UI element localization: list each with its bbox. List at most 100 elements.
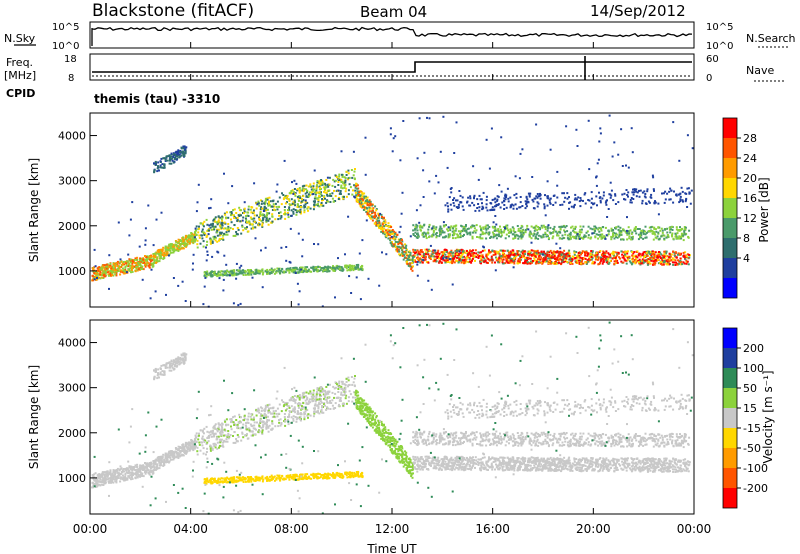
power-cell (629, 229, 632, 232)
power-cell (524, 231, 527, 234)
power-cell (316, 184, 318, 187)
power-cell (248, 220, 250, 223)
power-cell (205, 244, 208, 246)
power-cell (235, 273, 238, 276)
power-cell (505, 224, 508, 227)
power-cell (599, 235, 601, 238)
power-cell (481, 232, 484, 235)
power-cell (571, 262, 574, 265)
power-cell (512, 251, 515, 254)
power-cell (546, 195, 549, 198)
power-cell (187, 241, 189, 243)
power-cell (675, 256, 678, 259)
power-cell (613, 232, 616, 235)
power-cell (266, 198, 269, 201)
power-cell (218, 216, 221, 219)
power-cell (561, 237, 564, 240)
power-cell (225, 211, 228, 214)
power-cell (620, 233, 623, 236)
power-cell (548, 251, 551, 254)
power-cell (296, 268, 299, 271)
power-cell (419, 257, 421, 260)
power-cell (363, 207, 366, 210)
power-cell (649, 251, 652, 254)
power-cell (522, 233, 525, 236)
power-cell (542, 250, 545, 253)
power-cell (680, 237, 683, 240)
power-cell (240, 209, 242, 212)
power-cell (112, 270, 115, 273)
power-cell (441, 251, 444, 254)
power-cell (575, 237, 578, 240)
power-cell (632, 252, 635, 255)
power-cell (521, 205, 524, 207)
power-cell (497, 261, 500, 264)
power-cell (223, 221, 226, 224)
power-cell (650, 252, 653, 255)
power-cell (141, 260, 144, 263)
power-cell (278, 205, 280, 208)
power-cell (227, 225, 230, 228)
power-cell (540, 261, 543, 264)
power-cell (395, 249, 398, 252)
power-cell (139, 263, 142, 266)
power-cell (316, 180, 319, 183)
power-cell (616, 252, 619, 255)
power-cell (172, 251, 175, 254)
power-cell (93, 278, 96, 281)
power-cell (509, 228, 512, 231)
power-cell (242, 274, 245, 276)
power-cell (331, 197, 334, 200)
power-cell (308, 270, 311, 273)
power-cell (636, 250, 639, 253)
power-cell (627, 166, 630, 169)
power-cell (174, 154, 177, 156)
power-cell (626, 250, 629, 253)
power-cell (591, 232, 594, 235)
power-cell (555, 242, 558, 245)
power-cell (259, 215, 262, 217)
power-cell (354, 267, 357, 270)
power-cell (216, 223, 219, 226)
power-cell (427, 228, 430, 231)
power-cell (641, 199, 644, 202)
power-cell (205, 236, 208, 238)
power-cell (497, 250, 500, 253)
power-cell (320, 191, 322, 194)
power-cell (247, 208, 250, 211)
power-cell (679, 257, 682, 260)
power-cell (432, 225, 435, 228)
power-cell (394, 244, 396, 247)
power-cell (521, 229, 524, 232)
power-cell (131, 270, 134, 273)
power-cell (407, 255, 410, 257)
power-cell (506, 227, 509, 230)
power-cell (453, 197, 456, 200)
power-cell (318, 188, 321, 191)
power-cell (166, 159, 169, 162)
power-cell (548, 237, 550, 240)
power-cell (633, 258, 636, 261)
power-cell (353, 264, 356, 267)
power-cell (657, 238, 660, 241)
date-title: 14/Sep/2012 (590, 2, 686, 20)
power-cell (310, 266, 313, 269)
power-cell (654, 200, 656, 203)
power-cell (669, 198, 672, 201)
power-cell (111, 266, 114, 269)
power-cell (427, 279, 430, 282)
power-cell (227, 223, 230, 225)
power-cell (674, 254, 676, 257)
power-cell (95, 272, 98, 275)
power-cell (109, 272, 112, 275)
power-cell (219, 226, 222, 229)
power-cell (626, 252, 629, 255)
power-cell (617, 225, 620, 228)
power-cell (401, 246, 404, 249)
power-cell (625, 262, 628, 265)
power-cell (371, 209, 374, 212)
power-cell (264, 270, 267, 273)
power-cell (352, 189, 354, 192)
power-cell (100, 276, 103, 279)
power-cell (499, 225, 501, 228)
